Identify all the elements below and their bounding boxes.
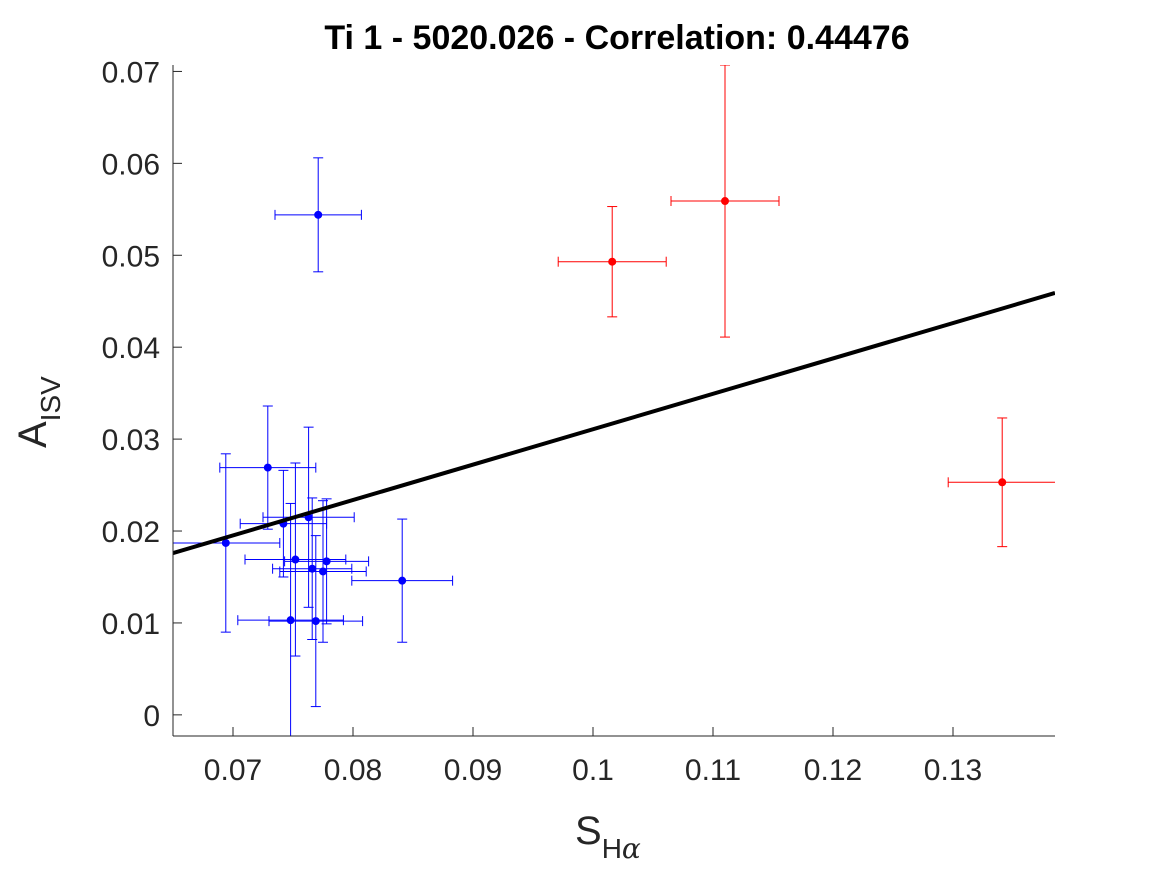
plot-area xyxy=(173,65,1055,736)
y-axis-label: AISV xyxy=(11,376,66,448)
axes xyxy=(172,65,1055,737)
data-point xyxy=(398,576,407,585)
y-axis-label-main: A xyxy=(11,421,55,448)
data-point xyxy=(308,564,317,573)
y-tick-label: 0.02 xyxy=(102,516,160,549)
y-tick-label: 0.05 xyxy=(102,240,160,273)
fit-line xyxy=(173,291,1055,556)
data-point xyxy=(311,617,320,626)
data-point xyxy=(221,538,230,547)
data-point xyxy=(314,210,323,219)
data-point xyxy=(608,257,617,266)
data-point xyxy=(721,197,729,206)
y-tick-label: 0 xyxy=(143,700,160,733)
x-tick-label: 0.08 xyxy=(324,754,382,787)
x-axis-label-sub-greek: α xyxy=(622,832,641,865)
data-point xyxy=(286,616,295,625)
x-tick-label: 0.11 xyxy=(685,754,741,787)
y-tick-label: 0.03 xyxy=(102,424,160,457)
series-1 xyxy=(173,157,454,736)
x-tick-label: 0.13 xyxy=(924,754,982,787)
x-axis-label: SHα xyxy=(575,809,641,865)
y-tick-label: 0.04 xyxy=(102,332,160,365)
series-2 xyxy=(557,65,1055,548)
data-point xyxy=(291,555,300,564)
data-point xyxy=(319,567,327,576)
x-tick-label: 0.07 xyxy=(204,754,262,787)
y-tick-label: 0.06 xyxy=(102,148,160,181)
x-axis-label-sub-latin: H xyxy=(602,833,622,864)
y-axis-label-sub: ISV xyxy=(35,376,66,421)
x-tick-label: 0.12 xyxy=(804,754,862,787)
y-tick-label: 0.01 xyxy=(102,608,160,641)
x-tick-label: 0.1 xyxy=(572,754,614,787)
y-tick-label: 0.07 xyxy=(102,56,160,89)
plot-clipped-group xyxy=(173,65,1055,736)
ticks: 0.07 0.08 0.09 0.1 0.11 0.12 0.13 0 0.01 0.02 0.03… xyxy=(102,56,983,787)
data-point xyxy=(322,557,331,566)
data-point xyxy=(263,463,272,472)
x-tick-label: 0.09 xyxy=(444,754,502,787)
x-axis-label-main: S xyxy=(575,809,602,853)
chart-title: Ti 1 - 5020.026 - Correlation: 0.44476 xyxy=(324,19,909,57)
data-point xyxy=(998,478,1007,487)
